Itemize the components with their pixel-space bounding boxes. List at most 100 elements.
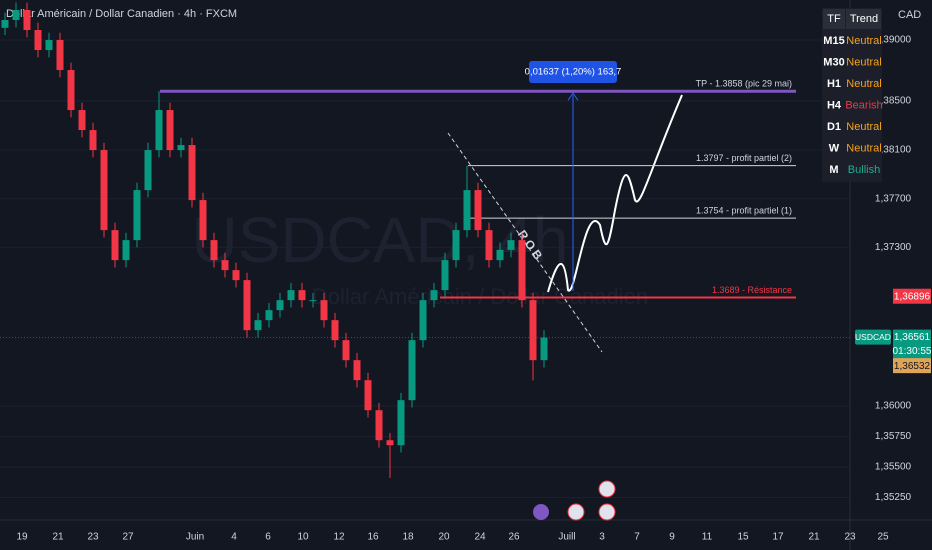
candle-body (375, 410, 383, 441)
table-tf: H4 (827, 99, 842, 111)
candle-body (111, 230, 119, 261)
table-bg (822, 8, 882, 182)
measure-arrowhead (567, 92, 579, 101)
candle-body (463, 190, 471, 231)
x-tick-label: 23 (844, 532, 856, 543)
table-tf: M30 (823, 56, 844, 68)
table-header: Trend (850, 13, 878, 25)
x-tick-label: 15 (737, 532, 749, 543)
candle-body (1, 20, 9, 28)
x-tick-label: 6 (265, 532, 271, 543)
candle-body (265, 310, 273, 321)
candle-body (507, 240, 515, 250)
y-tick-label: 1,37700 (875, 193, 912, 204)
candle-body (56, 40, 64, 71)
x-tick-label: 12 (333, 532, 345, 543)
table-header-bg (846, 9, 881, 29)
x-tick-label: 26 (508, 532, 520, 543)
level-label: 1.3689 - Résistance (712, 285, 792, 295)
candle-body (529, 300, 537, 361)
table-trend: Neutral (846, 35, 881, 47)
y-tick-label: 1,35250 (875, 492, 912, 503)
x-tick-label: 23 (87, 532, 99, 543)
candle-body (331, 320, 339, 341)
table-trend: Neutral (846, 121, 881, 133)
price-tag-bg (893, 329, 931, 360)
candle-body (485, 230, 493, 261)
table-tf: M15 (823, 35, 844, 47)
table-header: TF (827, 13, 841, 25)
table-tf: H1 (827, 78, 841, 90)
candle-body (474, 190, 482, 231)
candle-body (221, 260, 229, 271)
table-trend: Neutral (846, 56, 881, 68)
candle-body (100, 150, 108, 231)
table-tf: D1 (827, 121, 841, 133)
table-trend: Bullish (848, 164, 880, 176)
y-tick-label: 1,39000 (875, 35, 912, 46)
candle-body (441, 260, 449, 291)
candle-body (177, 145, 185, 151)
x-tick-label: 11 (702, 532, 713, 543)
price-tag: 1,36532 (894, 361, 931, 372)
candle-body (188, 145, 196, 201)
candle-body (67, 70, 75, 111)
x-tick-label: 27 (122, 532, 134, 543)
symbol-tag-bg (855, 329, 891, 345)
x-tick-label: 21 (808, 532, 820, 543)
price-timer: 01:30:55 (893, 346, 932, 357)
table-trend: Neutral (846, 142, 881, 154)
y-tick-label: 1,37300 (875, 242, 912, 253)
x-tick-label: 16 (367, 532, 379, 543)
candle-body (122, 240, 130, 261)
projection-path (547, 94, 683, 293)
x-tick-label: 3 (599, 532, 605, 543)
candle-body (254, 320, 262, 331)
event-icons (533, 480, 616, 521)
candle-body (397, 400, 405, 446)
x-tick-label: 9 (669, 532, 675, 543)
candle-body (518, 240, 526, 301)
table-tf: M (829, 164, 838, 176)
x-tick-label: 19 (16, 532, 28, 543)
level-label: 1.3797 - profit partiel (2) (696, 153, 792, 163)
x-tick-label: 4 (231, 532, 237, 543)
candle-body (430, 290, 438, 301)
candle-body (78, 110, 86, 131)
candle-body (353, 360, 361, 381)
candle-body (199, 200, 207, 241)
table-trend: Neutral (846, 78, 881, 90)
candle-body (243, 280, 251, 331)
candle-body (496, 249, 504, 261)
watermark-subtitle: Dollar Américain / Dollar Canadien (312, 284, 648, 309)
watermark: USDCAD, 4h (192, 204, 569, 276)
candle-body (540, 337, 548, 361)
candle-body (45, 40, 53, 51)
x-tick-label: 10 (297, 532, 309, 543)
price-tag-bg (893, 358, 931, 374)
candle-body (12, 10, 20, 21)
event-icon (598, 480, 616, 498)
candle-body (34, 30, 42, 51)
candle-body (144, 150, 152, 191)
x-tick-label: 25 (877, 532, 889, 543)
candle-body (23, 10, 31, 31)
x-tick-label: 24 (474, 532, 486, 543)
event-icon (567, 503, 585, 521)
table-header-bg (823, 9, 845, 29)
candle-body (166, 110, 174, 151)
event-icon (533, 504, 549, 520)
candle-body (210, 240, 218, 261)
price-tag-bg (893, 288, 931, 304)
price-tag: 1,36896 (894, 291, 931, 302)
y-tick-label: 1,38100 (875, 144, 912, 155)
candle-body (155, 110, 163, 151)
event-icon (598, 503, 616, 521)
candle-body (364, 380, 372, 411)
table-trend: Bearish (845, 99, 882, 111)
measure-label: 0,01637 (1,20%) 163,7 (525, 67, 622, 78)
candle-body (419, 300, 427, 341)
y-tick-label: 1,35500 (875, 462, 912, 473)
symbol-tag: USDCAD (855, 332, 891, 342)
